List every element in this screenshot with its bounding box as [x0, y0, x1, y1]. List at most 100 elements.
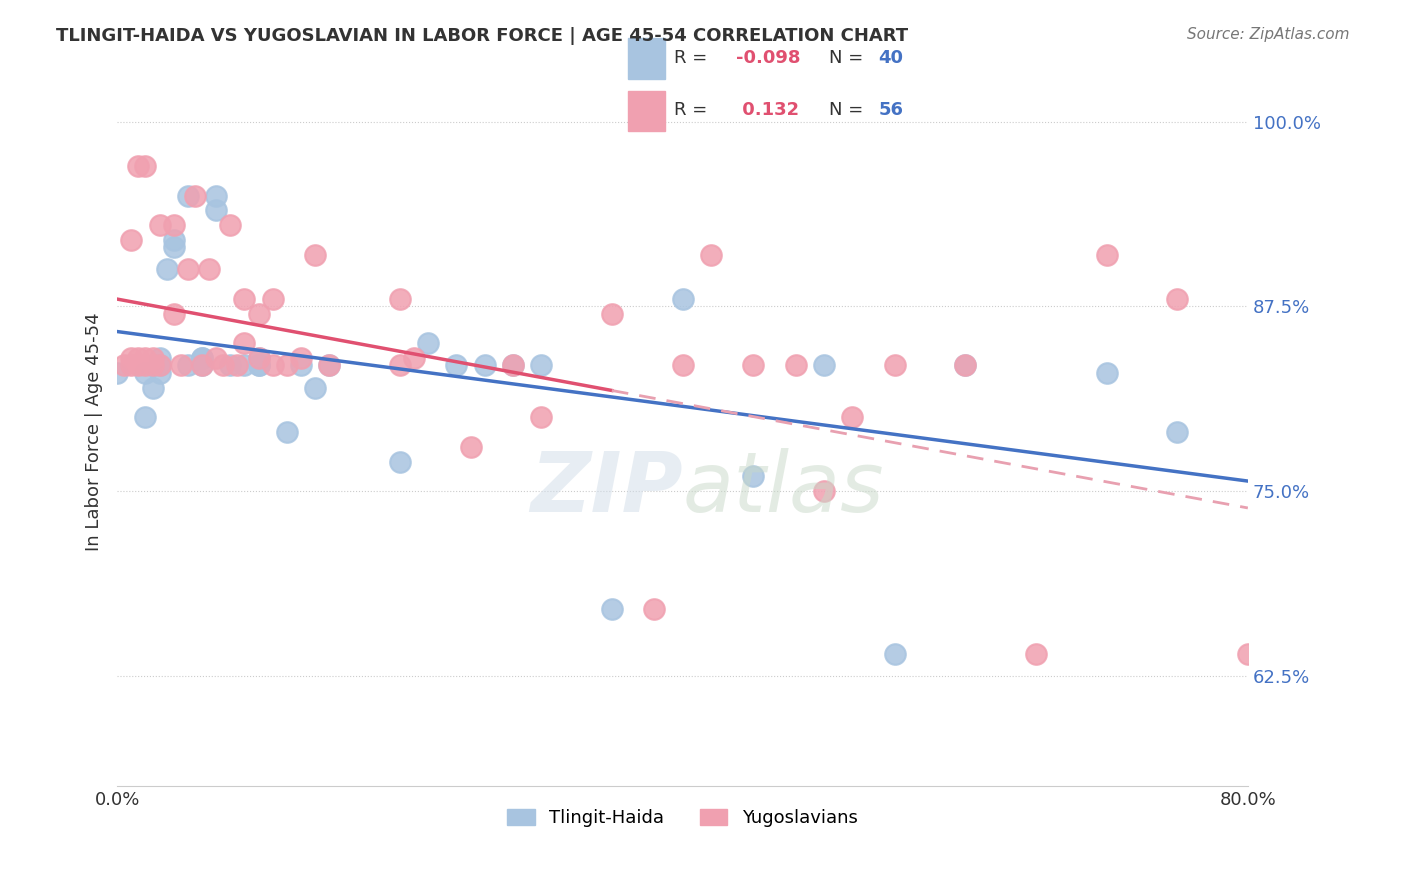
Point [643, 602, 665, 616]
Point [502, 359, 524, 373]
Text: R =: R = [675, 49, 707, 67]
Point [134, 351, 156, 365]
Point [127, 159, 149, 173]
Point [177, 359, 200, 373]
Point [388, 359, 411, 373]
Point [1095, 248, 1118, 262]
Point [120, 359, 142, 373]
Point [233, 292, 256, 306]
Text: atlas: atlas [682, 448, 884, 529]
Point [290, 351, 312, 365]
FancyBboxPatch shape [628, 90, 665, 131]
Point [530, 410, 553, 425]
Text: N =: N = [830, 102, 863, 120]
Point [1095, 366, 1118, 380]
Point [247, 359, 270, 373]
Point [1025, 647, 1047, 661]
Point [177, 188, 200, 202]
Point [191, 359, 214, 373]
Point [198, 262, 221, 277]
Point [1166, 292, 1188, 306]
Text: TLINGIT-HAIDA VS YUGOSLAVIAN IN LABOR FORCE | AGE 45-54 CORRELATION CHART: TLINGIT-HAIDA VS YUGOSLAVIAN IN LABOR FO… [56, 27, 908, 45]
Point [841, 410, 863, 425]
Point [1237, 647, 1260, 661]
Point [700, 248, 723, 262]
Point [134, 359, 156, 373]
Point [191, 351, 214, 365]
Text: ZIP: ZIP [530, 448, 682, 529]
Point [304, 381, 326, 395]
Point [883, 647, 905, 661]
Legend: Tlingit-Haida, Yugoslavians: Tlingit-Haida, Yugoslavians [501, 802, 865, 834]
Point [191, 359, 214, 373]
Point [671, 292, 693, 306]
Point [141, 351, 163, 365]
Point [502, 359, 524, 373]
Point [141, 381, 163, 395]
Text: Source: ZipAtlas.com: Source: ZipAtlas.com [1187, 27, 1350, 42]
Point [318, 359, 340, 373]
Point [205, 351, 228, 365]
Point [163, 240, 186, 254]
Point [318, 359, 340, 373]
Text: N =: N = [830, 49, 863, 67]
Point [233, 336, 256, 351]
Point [149, 359, 172, 373]
Point [402, 351, 425, 365]
Text: R =: R = [675, 102, 707, 120]
Point [247, 359, 270, 373]
Point [1166, 425, 1188, 439]
Point [127, 359, 149, 373]
Point [170, 359, 193, 373]
Point [149, 366, 172, 380]
Point [785, 359, 807, 373]
Point [177, 262, 200, 277]
Point [600, 307, 623, 321]
Point [290, 359, 312, 373]
Point [247, 351, 270, 365]
Point [388, 454, 411, 468]
Point [212, 359, 235, 373]
Text: 40: 40 [879, 49, 904, 67]
Point [600, 602, 623, 616]
Point [883, 359, 905, 373]
Point [813, 359, 835, 373]
Point [134, 410, 156, 425]
Point [149, 359, 172, 373]
Point [184, 188, 207, 202]
Point [247, 351, 270, 365]
Point [205, 203, 228, 218]
Point [474, 359, 496, 373]
Point [226, 359, 249, 373]
Point [163, 233, 186, 247]
Text: -0.098: -0.098 [737, 49, 800, 67]
Point [416, 336, 439, 351]
Point [813, 484, 835, 499]
FancyBboxPatch shape [628, 38, 665, 78]
Point [219, 359, 242, 373]
Point [671, 359, 693, 373]
Point [530, 359, 553, 373]
Point [460, 440, 482, 454]
Point [276, 425, 298, 439]
Point [262, 359, 284, 373]
Point [219, 218, 242, 232]
Point [304, 248, 326, 262]
Point [276, 359, 298, 373]
Y-axis label: In Labor Force | Age 45-54: In Labor Force | Age 45-54 [86, 313, 103, 551]
Point [233, 359, 256, 373]
Point [120, 233, 142, 247]
Point [953, 359, 976, 373]
Text: 0.132: 0.132 [737, 102, 799, 120]
Point [163, 218, 186, 232]
Point [953, 359, 976, 373]
Point [112, 359, 135, 373]
Point [134, 159, 156, 173]
Point [120, 351, 142, 365]
Point [149, 351, 172, 365]
Point [446, 359, 468, 373]
Point [742, 469, 765, 483]
Text: 56: 56 [879, 102, 904, 120]
Point [742, 359, 765, 373]
Point [156, 262, 179, 277]
